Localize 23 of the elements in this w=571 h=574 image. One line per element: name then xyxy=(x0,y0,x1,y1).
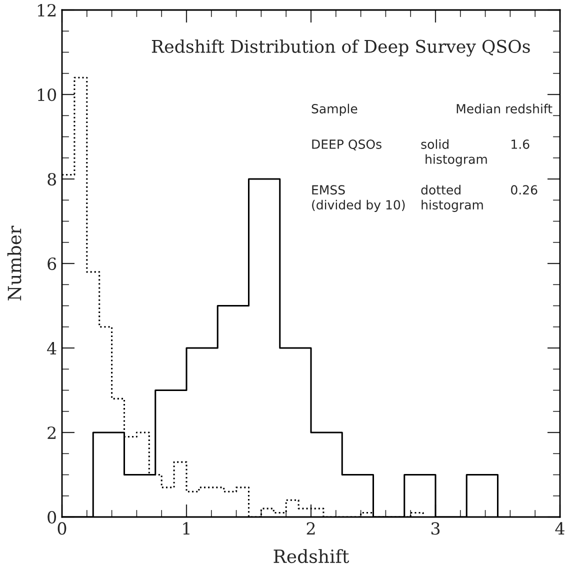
annotation: 1.6 xyxy=(512,140,530,149)
x-tick-label: 1 xyxy=(183,522,190,535)
y-tick-label: 8 xyxy=(48,172,56,186)
text: Redshift Distribution of Deep Survey QSOs xyxy=(152,40,530,57)
y-tick-label: 2 xyxy=(48,426,56,439)
annotation: Sample xyxy=(312,104,358,116)
annotation: solid histogram xyxy=(421,139,487,166)
y-tick-label: 10 xyxy=(38,88,56,102)
y-tick-label: 4 xyxy=(47,342,56,354)
annotation: dotted histogram xyxy=(421,184,483,212)
x-tick-label: 3 xyxy=(431,522,440,535)
annotation: DEEP QSOs xyxy=(312,140,382,150)
y-tick-label: 12 xyxy=(38,4,56,16)
x-tick-label: 2 xyxy=(306,522,315,535)
annotation: EMSS (divided by 10) xyxy=(312,185,405,212)
x-tick-label: 0 xyxy=(58,522,66,535)
x-tick-label: 4 xyxy=(555,522,564,535)
x-axis-title: Redshift xyxy=(274,549,350,564)
y-tick-label: 0 xyxy=(48,510,56,524)
y-axis-title: Number xyxy=(7,226,22,300)
y-tick-label: 6 xyxy=(48,257,56,270)
annotation: Median redshift xyxy=(456,104,552,114)
annotation: 0.26 xyxy=(511,185,538,195)
